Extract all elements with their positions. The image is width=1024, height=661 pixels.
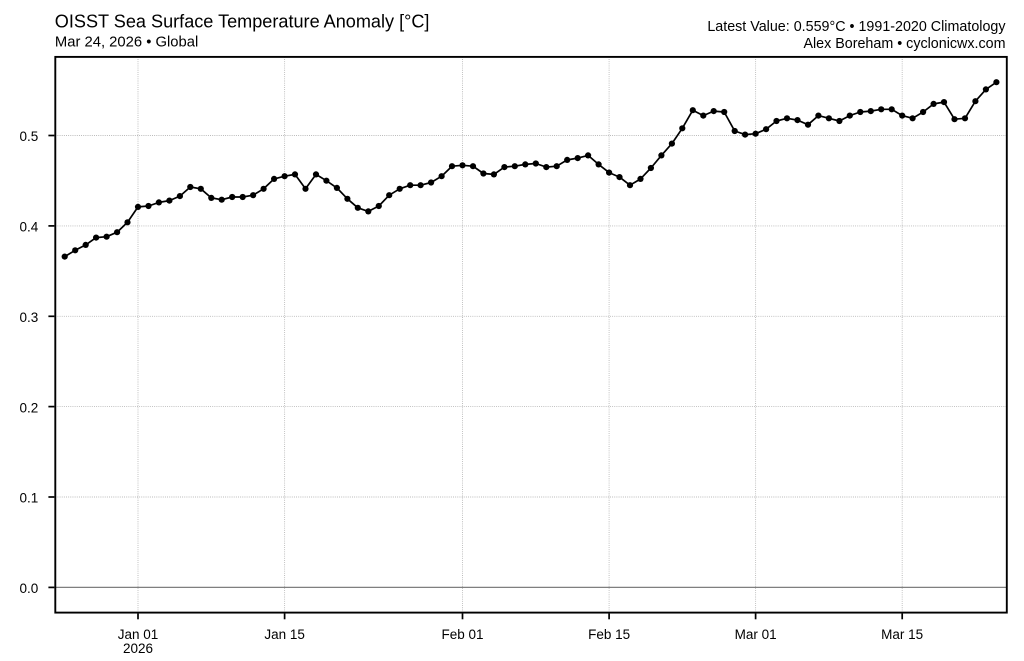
svg-text:0.5: 0.5 bbox=[20, 129, 39, 144]
svg-text:Mar 15: Mar 15 bbox=[881, 627, 923, 642]
svg-text:Mar 24, 2026 • Global: Mar 24, 2026 • Global bbox=[55, 34, 198, 50]
svg-text:0.3: 0.3 bbox=[20, 310, 39, 325]
svg-text:Alex Boreham • cyclonicwx.com: Alex Boreham • cyclonicwx.com bbox=[803, 36, 1005, 52]
svg-text:0.2: 0.2 bbox=[20, 400, 39, 415]
svg-text:Jan 15: Jan 15 bbox=[264, 627, 305, 642]
svg-text:0.4: 0.4 bbox=[20, 220, 39, 235]
svg-text:0.0: 0.0 bbox=[20, 581, 39, 596]
svg-text:2026: 2026 bbox=[123, 641, 153, 656]
svg-text:Feb 01: Feb 01 bbox=[441, 627, 483, 642]
svg-text:0.1: 0.1 bbox=[20, 491, 39, 506]
svg-text:Feb 15: Feb 15 bbox=[588, 627, 630, 642]
svg-text:OISST Sea Surface Temperature: OISST Sea Surface Temperature Anomaly [°… bbox=[55, 12, 430, 32]
svg-text:Jan 01: Jan 01 bbox=[118, 627, 159, 642]
svg-text:Latest Value: 0.559°C • 1991-2: Latest Value: 0.559°C • 1991-2020 Climat… bbox=[707, 19, 1006, 35]
svg-text:Mar 01: Mar 01 bbox=[735, 627, 777, 642]
